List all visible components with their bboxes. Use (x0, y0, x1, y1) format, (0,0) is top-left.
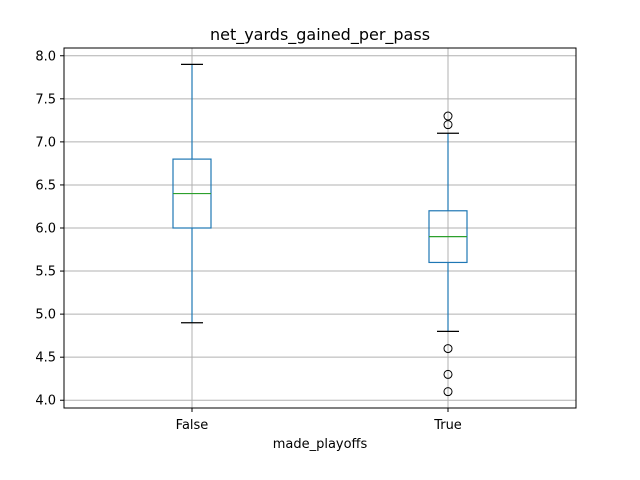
x-axis: False True (176, 408, 462, 433)
y-tick-label: 7.5 (35, 92, 56, 107)
x-tick-label: False (176, 418, 209, 433)
box-plots (172, 63, 468, 397)
y-tick-label: 6.0 (35, 222, 56, 237)
outlier-point (443, 120, 453, 130)
outlier-point (443, 387, 453, 397)
chart-title: net_yards_gained_per_pass (210, 25, 430, 45)
y-tick-label: 7.0 (35, 135, 56, 150)
y-tick-label: 5.5 (35, 265, 56, 280)
outlier-point (443, 369, 453, 379)
outlier-point (443, 111, 453, 121)
y-tick-label: 4.5 (35, 351, 56, 366)
y-axis: 4.0 4.5 5.0 5.5 6.0 6.5 7.0 7.5 8.0 (35, 49, 64, 409)
x-axis-label: made_playoffs (273, 437, 368, 452)
y-tick-label: 5.0 (35, 308, 56, 323)
box-false (172, 63, 212, 324)
y-tick-label: 8.0 (35, 49, 56, 64)
y-tick-label: 6.5 (35, 178, 56, 193)
y-tick-label: 4.0 (35, 394, 56, 409)
x-tick-label: True (433, 418, 462, 433)
box-true (428, 111, 468, 397)
outlier-point (443, 344, 453, 354)
